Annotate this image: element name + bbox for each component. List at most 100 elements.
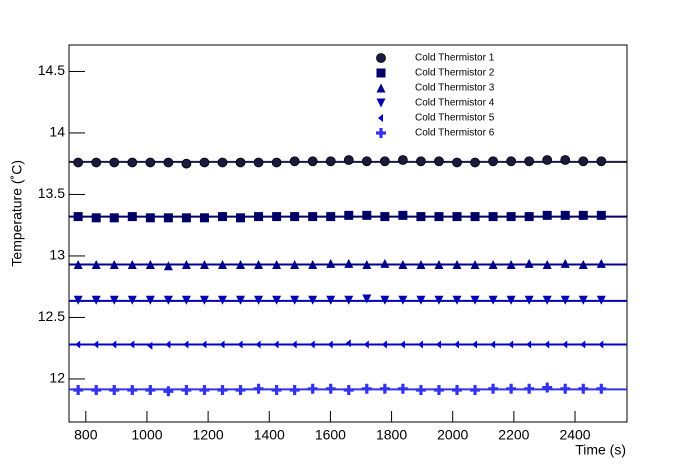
data-point (93, 340, 99, 349)
data-point (127, 385, 138, 396)
y-tick-label: 12 (49, 370, 65, 386)
data-point (524, 295, 534, 305)
data-point (434, 156, 444, 167)
data-point (290, 260, 300, 270)
data-point (578, 295, 588, 305)
data-point (454, 340, 460, 349)
data-point (415, 385, 426, 396)
data-point (272, 260, 282, 270)
data-point (271, 385, 282, 396)
data-point (290, 212, 300, 222)
data-point (307, 383, 318, 394)
data-point (488, 383, 499, 394)
data-point (578, 383, 589, 394)
data-point (598, 340, 604, 349)
data-point (217, 295, 227, 305)
data-point (127, 295, 137, 305)
x-tick-label: 1000 (131, 427, 162, 443)
legend-label: Cold Thermistor 5 (415, 113, 495, 124)
legend-label: Cold Thermistor 1 (415, 53, 495, 64)
plot-frame (68, 44, 628, 423)
data-point (452, 260, 462, 270)
data-point (470, 157, 480, 168)
x-tick-label: 1600 (315, 427, 346, 443)
data-point (596, 156, 607, 167)
data-point (542, 155, 553, 165)
y-tick-label: 14.5 (38, 62, 65, 78)
data-point (452, 385, 463, 396)
data-point (361, 156, 372, 167)
data-point (488, 156, 498, 167)
x-tick-label: 2000 (437, 427, 468, 443)
data-point (255, 340, 261, 349)
data-point (361, 383, 372, 394)
data-point (560, 258, 570, 268)
data-point (508, 340, 514, 349)
data-point (289, 156, 300, 167)
data-point (147, 341, 153, 350)
legend-label: Cold Thermistor 6 (415, 128, 495, 139)
legend-marker (378, 114, 383, 122)
data-point (181, 295, 191, 305)
legend-marker (376, 53, 386, 63)
data-point (399, 340, 405, 349)
data-point (416, 295, 426, 305)
data-point (578, 210, 588, 220)
data-point (254, 212, 264, 222)
x-axis-label: Time (s) (575, 442, 626, 458)
data-point (596, 383, 607, 394)
data-point (524, 212, 534, 222)
data-point (417, 340, 423, 349)
data-point (73, 260, 83, 270)
data-point (433, 385, 444, 396)
data-point (254, 260, 264, 270)
data-point (344, 258, 354, 268)
data-point (380, 295, 390, 305)
data-point (199, 157, 210, 168)
data-point (362, 260, 372, 270)
data-point (290, 295, 300, 305)
data-point (416, 156, 426, 167)
data-point (235, 157, 246, 168)
data-point (562, 340, 568, 349)
data-point (217, 260, 227, 270)
data-point (91, 213, 101, 223)
data-point (145, 157, 156, 168)
data-point (237, 340, 243, 349)
data-point (345, 339, 351, 348)
x-tick-label: 1200 (193, 427, 224, 443)
data-point (309, 340, 315, 349)
data-point (506, 383, 517, 394)
data-point (308, 212, 318, 222)
data-point (325, 383, 336, 394)
legend-marker (376, 83, 386, 93)
data-point (470, 295, 480, 305)
legend-label: Cold Thermistor 3 (415, 83, 495, 94)
data-point (470, 260, 480, 270)
data-point (470, 385, 481, 396)
data-point (379, 156, 390, 167)
data-point (219, 340, 225, 349)
data-point (91, 157, 102, 168)
data-point (145, 385, 156, 396)
data-point (271, 157, 282, 168)
data-point (91, 295, 101, 305)
data-point (398, 260, 408, 270)
data-point (129, 340, 135, 349)
data-point (273, 340, 279, 349)
data-point (253, 157, 264, 168)
data-point (127, 157, 138, 168)
data-point (470, 212, 480, 222)
data-point (398, 210, 408, 220)
data-point (344, 210, 354, 220)
data-point (308, 260, 318, 270)
data-point (181, 158, 192, 169)
data-point (434, 295, 444, 305)
data-point (127, 212, 137, 222)
data-point (524, 156, 535, 167)
data-point (217, 212, 227, 222)
data-point (109, 295, 119, 305)
data-point (109, 157, 120, 168)
data-point (488, 260, 498, 270)
data-point (435, 340, 441, 349)
